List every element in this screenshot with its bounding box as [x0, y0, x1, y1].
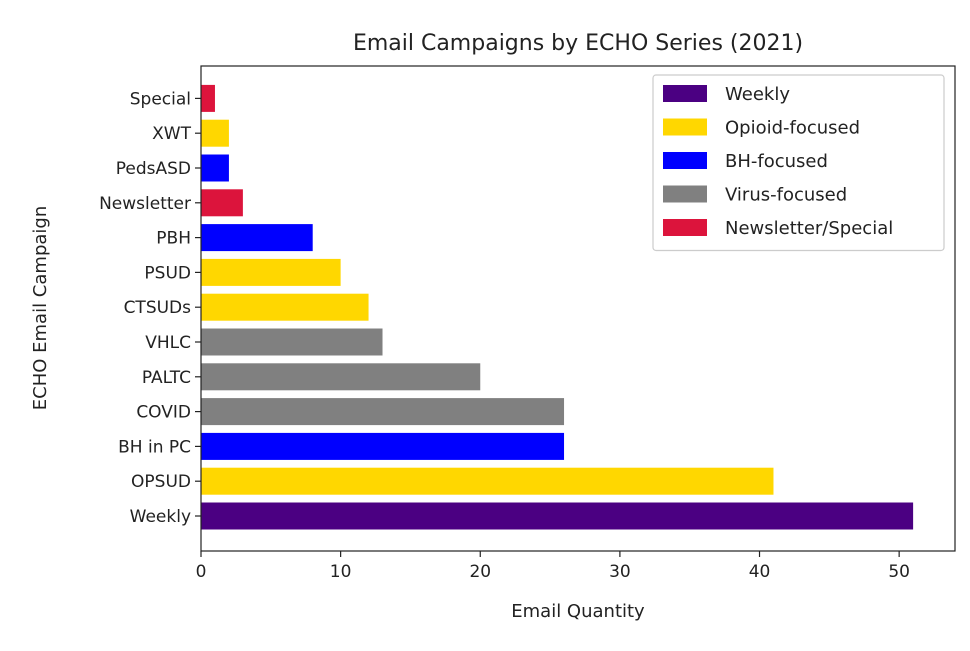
chart-title: Email Campaigns by ECHO Series (2021) [353, 31, 803, 56]
y-tick-label: CTSUDs [124, 298, 192, 318]
bar-opsud [201, 467, 774, 495]
bar-paltc [201, 363, 481, 391]
y-tick-label: VHLC [145, 333, 191, 353]
legend-swatch-bh-focused [663, 152, 707, 169]
y-tick-label: PBH [156, 229, 191, 249]
bar-xwt [201, 119, 229, 147]
legend-label-bh-focused: BH-focused [725, 151, 828, 172]
bar-pbh [201, 224, 313, 252]
y-tick-label: PSUD [144, 263, 191, 283]
legend: Weekly Opioid-focused BH-focused Virus-focu… [652, 74, 945, 252]
legend-swatch-virus-focused [663, 185, 707, 203]
y-tick-label: BH in PC [118, 437, 191, 457]
legend-frame [652, 74, 945, 252]
axes-group: Weekly OPSUD BH in PC COVID PALTC VHLC CTSUDs P… [99, 65, 956, 582]
bar-ctsuds [201, 293, 369, 321]
x-tick-label: 30 [609, 562, 631, 582]
y-tick-label: PedsASD [116, 159, 191, 179]
x-tick-label: 10 [330, 562, 352, 582]
legend-swatch-newsletter-special [663, 219, 707, 236]
legend-label-opioid-focused: Opioid-focused [725, 118, 860, 139]
legend-label-weekly: Weekly [725, 84, 790, 105]
legend-swatch-weekly [663, 85, 707, 102]
y-tick-label: Weekly [130, 507, 191, 527]
y-tick-label: OPSUD [131, 472, 191, 492]
x-tick-label: 40 [749, 562, 771, 582]
x-tick-label: 50 [888, 562, 910, 582]
legend-label-newsletter-special: Newsletter/Special [725, 218, 893, 239]
bar-bh-in-pc [201, 432, 565, 460]
y-tick-label: Special [130, 89, 191, 109]
bar-newsletter [201, 189, 243, 217]
x-tick-label: 0 [196, 562, 207, 582]
bar-special [201, 84, 215, 112]
plot-frame [200, 65, 956, 552]
y-tick-label: Newsletter [99, 194, 191, 214]
legend-label-virus-focused: Virus-focused [725, 185, 847, 206]
bar-weekly [201, 502, 914, 530]
y-tick-label: PALTC [142, 368, 191, 388]
legend-swatch-opioid-focused [663, 118, 707, 136]
y-tick-label: COVID [136, 403, 191, 423]
x-axis-label: Email Quantity [511, 601, 645, 622]
bar-pedsasd [201, 154, 229, 182]
bar-covid [201, 398, 565, 426]
y-axis-label: ECHO Email Campaign [30, 206, 51, 410]
bars-group [201, 84, 914, 530]
x-tick-label: 20 [469, 562, 491, 582]
bar-psud [201, 258, 341, 286]
bar-vhlc [201, 328, 383, 356]
y-tick-label: XWT [152, 124, 191, 144]
